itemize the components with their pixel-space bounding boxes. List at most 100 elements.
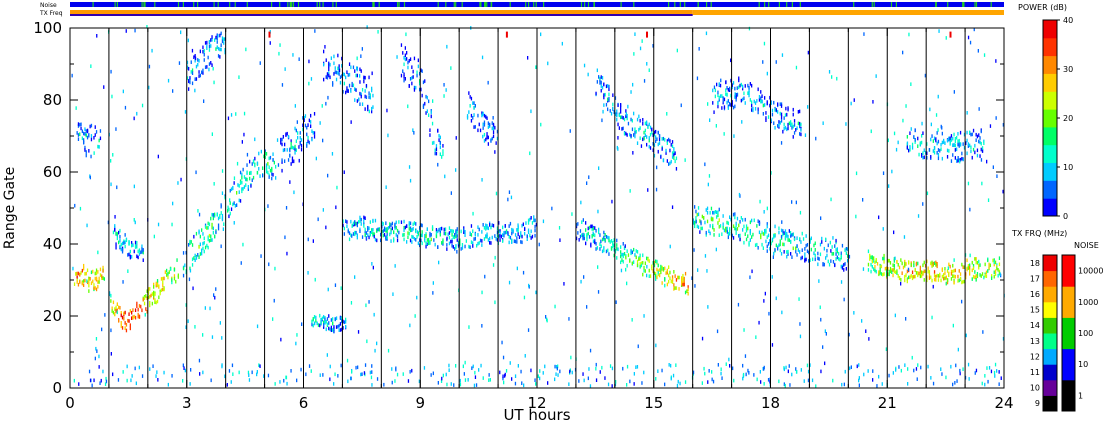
backscatter-cell (797, 248, 799, 252)
backscatter-cell (643, 268, 645, 273)
backscatter-cell (979, 136, 981, 140)
backscatter-cell (258, 167, 260, 171)
backscatter-cell (337, 374, 339, 378)
backscatter-cell (284, 235, 286, 240)
backscatter-cell (646, 62, 648, 66)
backscatter-cell (718, 225, 720, 229)
backscatter-cell (856, 364, 858, 369)
backscatter-cell (600, 84, 602, 88)
backscatter-cell (428, 113, 430, 117)
backscatter-cell (669, 276, 671, 280)
backscatter-cell (426, 238, 428, 242)
backscatter-cell (631, 127, 634, 132)
backscatter-cell (120, 247, 122, 252)
backscatter-cell (365, 95, 368, 99)
backscatter-cell (359, 74, 361, 78)
backscatter-cell (592, 239, 595, 244)
backscatter-cell (142, 250, 144, 255)
backscatter-cell (753, 218, 755, 223)
noise-spike (316, 2, 318, 7)
backscatter-cell (716, 82, 718, 87)
x-tick-label: 18 (761, 394, 780, 412)
backscatter-cell (421, 230, 423, 234)
backscatter-cell (79, 122, 81, 127)
backscatter-cell (962, 367, 964, 371)
backscatter-cell (366, 25, 368, 29)
backscatter-cell (918, 152, 920, 157)
backscatter-cell (187, 319, 189, 323)
backscatter-cell (880, 264, 883, 269)
backscatter-cell (946, 278, 949, 283)
backscatter-cell (357, 365, 359, 370)
backscatter-cell (708, 174, 711, 178)
backscatter-cell (962, 265, 964, 269)
backscatter-cell (959, 272, 962, 276)
backscatter-cell (656, 259, 658, 264)
backscatter-cell (494, 300, 496, 305)
backscatter-cell (773, 100, 775, 105)
backscatter-cell (586, 232, 588, 237)
noise-spike (871, 2, 873, 7)
backscatter-cell (749, 220, 751, 225)
backscatter-cell (786, 112, 788, 117)
backscatter-cell (433, 140, 435, 145)
backscatter-cell (483, 139, 486, 143)
backscatter-cell (232, 372, 234, 376)
backscatter-cell (629, 132, 631, 137)
backscatter-cell (946, 138, 949, 143)
backscatter-cell (251, 178, 253, 182)
backscatter-cell (444, 174, 446, 179)
backscatter-cell (691, 276, 693, 280)
backscatter-cell (302, 116, 304, 120)
backscatter-cell (313, 315, 316, 319)
backscatter-cell (502, 239, 504, 243)
backscatter-cell (343, 170, 345, 174)
backscatter-cell (486, 234, 488, 239)
backscatter-cell (718, 218, 720, 222)
backscatter-cell (242, 187, 244, 191)
backscatter-cell (325, 319, 327, 324)
backscatter-cell (757, 107, 759, 111)
backscatter-cell (482, 376, 484, 380)
backscatter-cell (636, 141, 639, 145)
backscatter-cell (408, 59, 410, 63)
backscatter-cell (800, 256, 802, 261)
backscatter-cell (221, 191, 224, 195)
backscatter-cell (90, 134, 93, 138)
backscatter-cell (435, 231, 438, 235)
backscatter-cell (129, 255, 131, 260)
backscatter-cell (956, 158, 958, 163)
backscatter-cell (409, 238, 412, 243)
backscatter-cell (795, 249, 797, 254)
backscatter-cell (116, 310, 118, 315)
noise-scale-tick-label: 1 (1078, 391, 1083, 400)
backscatter-cell (426, 227, 428, 231)
backscatter-cell (758, 222, 761, 226)
backscatter-cell (370, 375, 373, 380)
backscatter-cell (364, 216, 366, 220)
backscatter-cell (520, 231, 522, 235)
backscatter-cell (190, 368, 192, 372)
backscatter-cell (775, 108, 777, 112)
backscatter-cell (738, 192, 741, 197)
backscatter-cell (143, 301, 146, 306)
backscatter-cell (904, 278, 906, 283)
power-scale-swatch (1043, 91, 1057, 110)
backscatter-cell (415, 85, 417, 90)
backscatter-cell (499, 231, 501, 236)
backscatter-cell (246, 163, 248, 167)
backscatter-cell (909, 147, 911, 152)
backscatter-cell (725, 229, 727, 233)
backscatter-cell (745, 227, 748, 232)
backscatter-cell (156, 299, 159, 304)
backscatter-cell (627, 104, 629, 109)
backscatter-cell (608, 238, 610, 243)
backscatter-cell (855, 214, 857, 219)
backscatter-cell (661, 281, 663, 285)
backscatter-cell (719, 83, 722, 88)
backscatter-cell (208, 239, 211, 243)
backscatter-cell (530, 216, 532, 220)
backscatter-cell (614, 112, 617, 116)
backscatter-cell (473, 125, 475, 129)
backscatter-cell (346, 224, 348, 228)
